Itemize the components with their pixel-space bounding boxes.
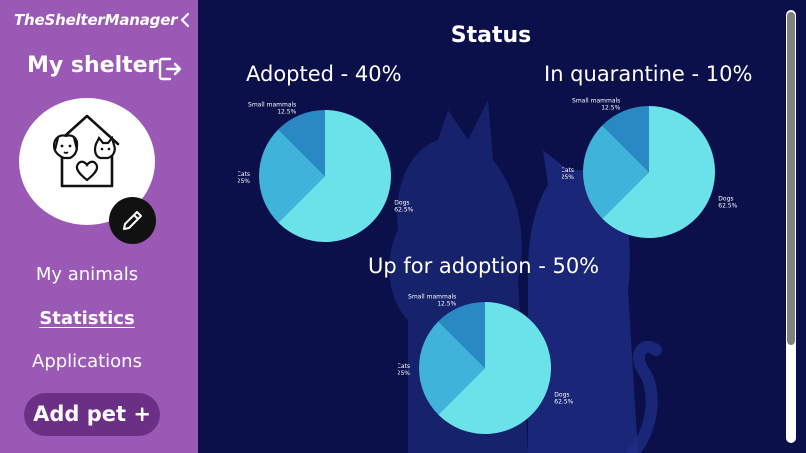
pie-percent-small-mammals: 12.5% [601, 105, 620, 112]
pie-label-cats: Cats [238, 171, 250, 178]
main-content: Status Adopted - 40% Dogs 62.5% Cats 25% Sma… [198, 0, 806, 453]
pie-percent-dogs: 62.5% [394, 207, 413, 214]
pie-label-dogs: Dogs [394, 200, 409, 207]
pie-slice-dogs [278, 110, 391, 242]
pie-percent-dogs: 62.5% [554, 399, 573, 406]
avatar [19, 98, 155, 225]
pie-label-small-mammals: Small mammals [408, 294, 456, 301]
pie-percent-small-mammals: 12.5% [437, 301, 456, 308]
pie-percent-dogs: 62.5% [718, 203, 737, 210]
pie-slice-cats [583, 125, 649, 219]
chart-title-up-for-adoption: Up for adoption - 50% [368, 254, 600, 278]
pie-label-small-mammals: Small mammals [572, 98, 620, 105]
sidebar-item-my-animals[interactable]: My animals [35, 264, 139, 285]
sidebar: TheShelterManager My shelter My animals … [0, 0, 198, 453]
chart-title-in-quarantine: In quarantine - 10% [544, 62, 753, 86]
pie-slice-cats [259, 129, 325, 223]
pencil-icon [123, 211, 142, 230]
pie-label-cats: Cats [562, 167, 574, 174]
pie-slice-small-mammals [438, 302, 485, 368]
pie-percent-small-mammals: 12.5% [277, 109, 296, 116]
shelter-title: My shelter [27, 53, 159, 78]
pie-slice-small-mammals [602, 106, 649, 172]
pie-label-cats: Cats [398, 363, 410, 370]
pie-label-dogs: Dogs [718, 196, 733, 203]
pie-label-small-mammals: Small mammals [248, 102, 296, 109]
pie-label-dogs: Dogs [554, 392, 569, 399]
house-with-dog-and-cat-icon [52, 114, 120, 188]
chart-title-adopted: Adopted - 40% [246, 62, 402, 86]
pie-percent-cats: 25% [398, 370, 410, 377]
edit-avatar-button[interactable] [109, 197, 156, 244]
pie-slice-dogs [602, 106, 715, 238]
pie-slice-dogs [438, 302, 551, 434]
brand-logo-text[interactable]: TheShelterManager [14, 11, 178, 29]
add-pet-button[interactable]: Add pet + [24, 393, 160, 436]
scrollbar-thumb[interactable] [787, 12, 795, 345]
pie-slice-cats [419, 321, 485, 415]
page-title: Status [450, 23, 532, 48]
sidebar-item-applications[interactable]: Applications [32, 351, 142, 372]
logout-icon[interactable] [157, 56, 183, 82]
pie-slice-small-mammals [278, 110, 325, 176]
chevron-left-icon[interactable] [178, 11, 192, 29]
sidebar-item-statistics[interactable]: Statistics [39, 308, 135, 329]
pie-percent-cats: 25% [238, 178, 250, 185]
pie-percent-cats: 25% [562, 174, 574, 181]
